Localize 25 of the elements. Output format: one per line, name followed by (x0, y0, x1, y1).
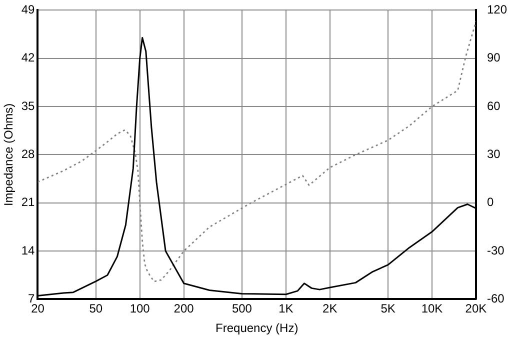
y2-tick-label: 0 (486, 195, 494, 210)
y-tick-label: 28 (21, 147, 36, 162)
y2-tick-label: 30 (486, 147, 501, 162)
x-tick-label: 50 (89, 302, 103, 316)
x-tick-label: 5K (380, 302, 396, 316)
y2-tick-label: 120 (486, 2, 508, 17)
y-tick-label: 42 (21, 50, 36, 65)
y-tick-label: 14 (21, 243, 36, 258)
y-tick-label: 35 (21, 98, 36, 113)
x-tick-label: 1K (278, 302, 294, 316)
y2-tick-label: -30 (486, 243, 505, 258)
x-tick-label: 20K (465, 302, 487, 316)
x-tick-label: 10K (421, 302, 443, 316)
x-axis-title: Frequency (Hz) (216, 321, 298, 336)
y2-tick-label: 60 (486, 98, 501, 113)
y-tick-label: 21 (21, 195, 36, 210)
x-tick-label: 500 (232, 302, 252, 316)
y2-tick-label: 90 (486, 50, 501, 65)
y2-tick-label: -60 (486, 292, 505, 306)
x-tick-label: 200 (174, 302, 194, 316)
x-tick-label: 100 (130, 302, 150, 316)
y-axis-title: Impedance (Ohms) (2, 103, 16, 206)
x-tick-label: 2K (322, 302, 338, 316)
x-tick-label: 20 (31, 302, 45, 316)
y-tick-label: 49 (21, 2, 36, 17)
